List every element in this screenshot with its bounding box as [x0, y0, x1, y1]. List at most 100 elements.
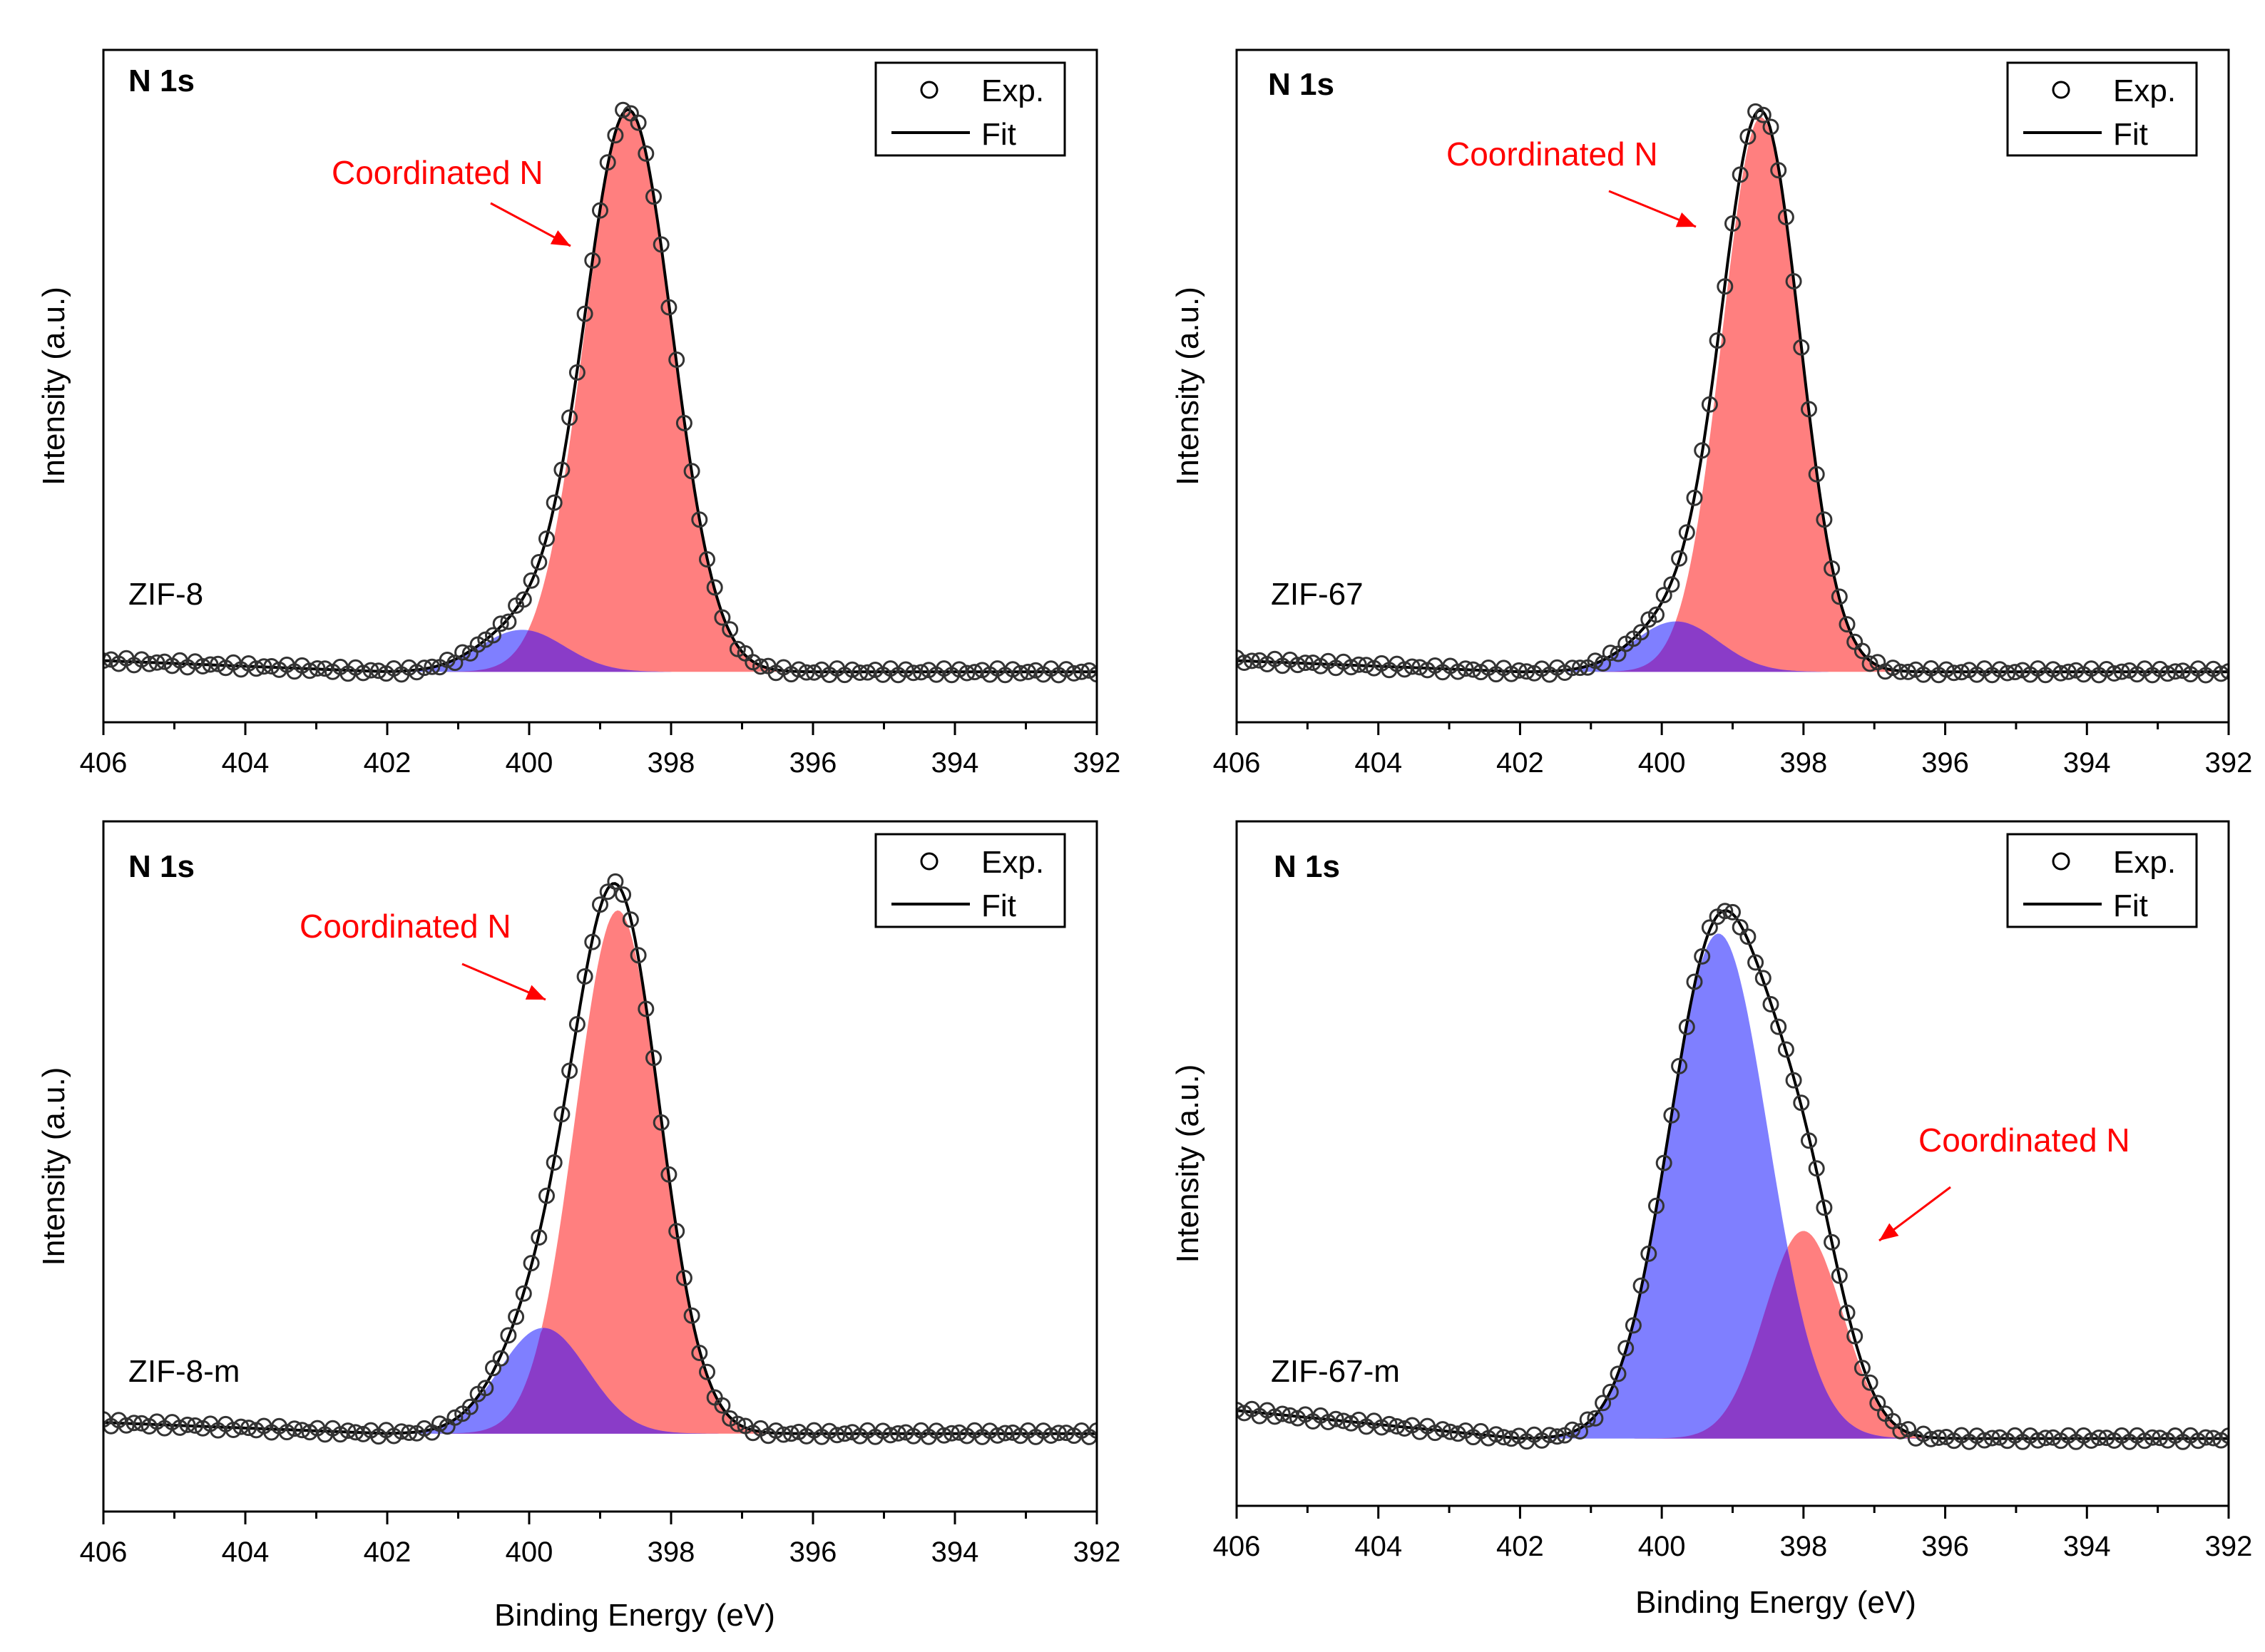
exp-data-point [424, 658, 441, 675]
exp-data-point [2098, 1430, 2115, 1447]
chart-panel-top-left: 406 404 402 400 398 396 394 392 Intensity (a.u.)… [36, 48, 1120, 779]
exp-data-point [194, 658, 211, 674]
exp-data-point [2197, 1429, 2214, 1446]
x-tick-label: 400 [1638, 1531, 1686, 1562]
exp-data-point [2189, 1432, 2207, 1450]
exp-data-point [1343, 659, 1359, 676]
exp-data-point [240, 1420, 257, 1437]
exp-data-point [1503, 1430, 1520, 1447]
y-axis-label: Intensity (a.u.) [1170, 287, 1205, 486]
exp-data-point [630, 947, 647, 964]
exp-data-point [187, 1417, 204, 1434]
exp-data-point [485, 627, 501, 644]
exp-data-point [1648, 606, 1665, 623]
legend-box [2006, 833, 2198, 928]
exp-data-point [1717, 903, 1734, 920]
x-tick-label: 394 [2063, 747, 2111, 779]
x-tick-label: 406 [80, 1536, 128, 1568]
exp-data-point [1449, 663, 1466, 680]
x-tick-label: 394 [931, 747, 979, 779]
exp-data-point [500, 613, 517, 630]
exp-data-point [339, 1422, 357, 1440]
x-tick-label: 396 [789, 1536, 837, 1568]
fit-line [103, 108, 1097, 674]
fit-line [1237, 108, 2229, 674]
exp-data-point [1678, 1018, 1695, 1035]
sample-label: ZIF-8 [128, 577, 203, 612]
x-tick-label: 404 [222, 747, 270, 779]
peak-overlap-area [1237, 1248, 2229, 1439]
secondary-n-peak-area [1237, 933, 2229, 1439]
exp-data-point [1709, 332, 1726, 349]
exp-data-point [1808, 466, 1825, 483]
exp-data-point [508, 1308, 525, 1325]
exp-data-point [714, 609, 731, 626]
exp-data-point [2174, 662, 2192, 679]
exp-data-point [889, 1425, 906, 1442]
sample-label: ZIF-67 [1271, 577, 1364, 612]
exp-data-point [1267, 1408, 1283, 1425]
exp-data-point [492, 1350, 509, 1367]
exp-data-point [1602, 1383, 1619, 1400]
x-axis-label-right: Binding Energy (eV) [1635, 1585, 1916, 1620]
exp-data-point [1510, 662, 1528, 679]
annotation-arrow-head [1879, 1223, 1899, 1241]
exp-data-point [294, 1422, 311, 1439]
x-tick-label: 404 [222, 1536, 270, 1568]
exp-data-point [286, 1420, 303, 1437]
exp-data-point [1777, 209, 1794, 225]
exp-data-point [1434, 1421, 1451, 1438]
exp-data-point [2205, 1430, 2222, 1447]
legend-fit-label: Fit [981, 117, 1016, 152]
exp-data-point [1655, 587, 1672, 604]
exp-data-point [1793, 339, 1810, 356]
x-tick-label: 398 [1779, 1531, 1827, 1562]
exp-data-point [515, 591, 532, 608]
coordinated-n-annotation: Coordinated N [332, 154, 543, 191]
exp-data-point [118, 1417, 135, 1434]
exp-data-point [546, 1154, 563, 1171]
chart-panel-bottom-left: 406 404 402 400 398 396 394 392 Intensity (a.u.)… [36, 820, 1120, 1568]
x-tick-label: 406 [1213, 747, 1261, 779]
exp-data-point [538, 530, 555, 547]
exp-data-point [1801, 401, 1817, 418]
exp-data-point [1678, 524, 1695, 541]
x-tick-label: 400 [506, 747, 553, 779]
exp-data-point [936, 1427, 953, 1444]
exp-data-point [553, 461, 571, 478]
sample-label: ZIF-8-m [128, 1354, 240, 1389]
exp-data-point [523, 1255, 540, 1272]
exp-data-point [675, 414, 692, 431]
y-axis-label: Intensity (a.u.) [36, 1067, 71, 1266]
exp-data-point [1503, 665, 1520, 682]
exp-data-point [1632, 1277, 1650, 1294]
exp-data-point [1754, 106, 1771, 123]
exp-data-point [844, 1424, 861, 1441]
exp-data-point [722, 621, 739, 638]
exp-data-point [1808, 1160, 1825, 1177]
exp-data-point [1983, 1430, 2000, 1447]
legend: Exp. Fit [874, 833, 1066, 928]
coordinated-n-annotation: Coordinated N [1446, 135, 1658, 173]
exp-data-point [1237, 650, 1245, 667]
exp-data-point [1846, 1328, 1863, 1345]
exp-data-point [1777, 1041, 1794, 1058]
exp-data-point [821, 1422, 838, 1440]
exp-data-point [1518, 663, 1535, 680]
legend-exp-label: Exp. [981, 73, 1044, 108]
exp-data-point [996, 1425, 1013, 1442]
exp-data-point [1396, 661, 1413, 678]
exp-data-point [699, 1363, 715, 1380]
x-tick-label: 400 [506, 1536, 553, 1568]
exp-data-point [1343, 1415, 1359, 1432]
exp-data-point [1602, 645, 1619, 662]
exp-data-point [2037, 1430, 2054, 1447]
exp-data-point [1058, 661, 1075, 678]
exp-data-point [966, 664, 983, 681]
exp-data-point [691, 1345, 708, 1361]
exp-data-point [2045, 1429, 2062, 1446]
exp-data-point [1381, 1415, 1398, 1432]
exp-data-point [446, 655, 464, 672]
plot-area [103, 101, 1097, 684]
exp-data-point [103, 652, 112, 669]
